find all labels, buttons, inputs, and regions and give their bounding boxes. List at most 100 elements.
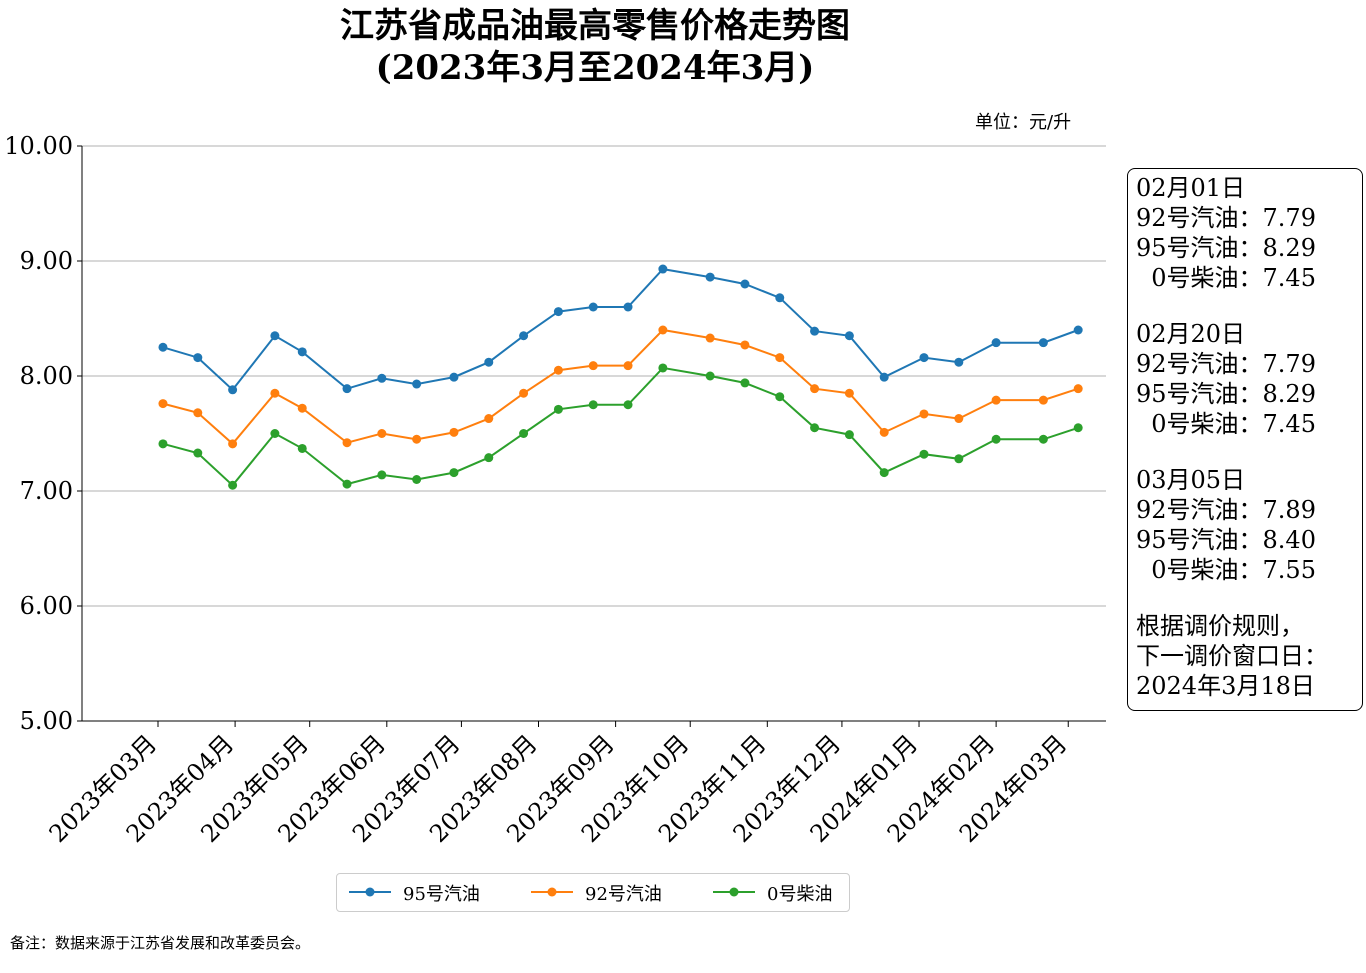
data-point [553,404,563,414]
data-point [342,438,352,448]
data-point [879,468,889,478]
legend-label-95: 95号汽油 [403,884,480,905]
data-point [270,331,280,341]
data-point [919,353,929,363]
chart-title: 江苏省成品油最高零售价格走势图 [340,6,850,46]
data-point [991,434,1001,444]
data-point [623,302,633,312]
data-point [449,427,459,437]
data-point [158,399,168,409]
rule-line: 下一调价窗口日： [1136,642,1328,670]
rule-line: 2024年3月18日 [1136,672,1315,700]
y-tick-label: 7.00 [20,477,73,505]
annotation-block: 02月20日 92号汽油：7.79 95号汽油：8.29 0号柴油：7.45 [1136,319,1356,439]
annotation-line: 92号汽油：7.79 [1136,350,1316,378]
y-tick-label: 6.00 [20,592,73,620]
data-point [879,372,889,382]
data-point [193,353,203,363]
series-line [162,328,1079,446]
data-point [658,325,668,335]
data-point [297,403,307,413]
annotation-line: 0号柴油：7.55 [1136,556,1316,584]
chart-subtitle: (2023年3月至2024年3月) [375,48,815,88]
data-point [228,480,238,490]
data-point [705,333,715,343]
series-1 [158,325,1083,449]
data-point [588,400,598,410]
data-point [158,439,168,449]
annotation-line: 95号汽油：8.29 [1136,234,1316,262]
data-point [588,361,598,371]
data-point [412,434,422,444]
data-point [954,357,964,367]
annotation-date: 02月20日 [1136,320,1246,348]
adjustment-rule: 根据调价规则， 下一调价窗口日： 2024年3月18日 [1136,611,1356,701]
annotation-line: 0号柴油：7.45 [1136,264,1316,292]
data-point [484,414,494,424]
data-point [1073,325,1083,335]
data-point [740,378,750,388]
data-point [553,307,563,317]
data-point [844,430,854,440]
data-point [449,468,459,478]
data-point [740,340,750,350]
legend-item-92: 92号汽油 [527,874,687,911]
data-point [297,443,307,453]
annotation-line: 95号汽油：8.40 [1136,526,1316,554]
data-point [623,361,633,371]
data-point [193,408,203,418]
series-0 [158,264,1083,395]
y-tick-label: 10.00 [4,132,73,160]
source-note: 备注：数据来源于江苏省发展和改革委员会。 [10,934,311,952]
y-tick-label: 8.00 [20,362,73,390]
series-line [162,268,1079,392]
data-point [519,388,529,398]
data-point [449,372,459,382]
data-point [775,353,785,363]
data-point [519,429,529,438]
data-point [919,449,929,459]
data-point [1038,434,1048,444]
data-point [810,326,820,336]
data-point [377,470,387,480]
data-point [954,454,964,464]
data-point [270,429,280,438]
data-point [193,448,203,458]
data-point [991,338,1001,348]
legend-marker-0 [713,887,755,897]
data-point [1073,384,1083,394]
legend-label-92: 92号汽油 [585,884,662,905]
annotation-block: 03月05日 92号汽油：7.89 95号汽油：8.40 0号柴油：7.55 [1136,465,1356,585]
data-point [623,400,633,410]
data-point [484,357,494,367]
data-point [810,423,820,433]
data-point [775,392,785,402]
data-point [775,293,785,303]
data-point [879,427,889,437]
annotation-line: 92号汽油：7.79 [1136,204,1316,232]
annotation-line: 0号柴油：7.45 [1136,410,1316,438]
data-point [919,409,929,419]
data-point [228,439,238,449]
data-point [1038,338,1048,348]
data-point [740,279,750,289]
annotation-line: 95号汽油：8.29 [1136,380,1316,408]
legend-label-0: 0号柴油 [767,884,833,905]
price-annotation-box: 02月01日 92号汽油：7.79 95号汽油：8.29 0号柴油：7.45 0… [1127,168,1363,711]
legend-marker-92 [531,887,573,897]
data-point [377,429,387,438]
data-point [377,373,387,383]
data-point [342,384,352,394]
y-tick-label: 5.00 [20,707,73,735]
legend-item-95: 95号汽油 [345,874,505,911]
rule-line: 根据调价规则， [1136,612,1304,640]
annotation-date: 03月05日 [1136,466,1246,494]
data-point [270,388,280,398]
data-point [1073,423,1083,433]
data-point [1038,395,1048,405]
data-point [810,384,820,394]
series-line [162,366,1079,487]
data-point [705,371,715,381]
data-point [228,385,238,395]
